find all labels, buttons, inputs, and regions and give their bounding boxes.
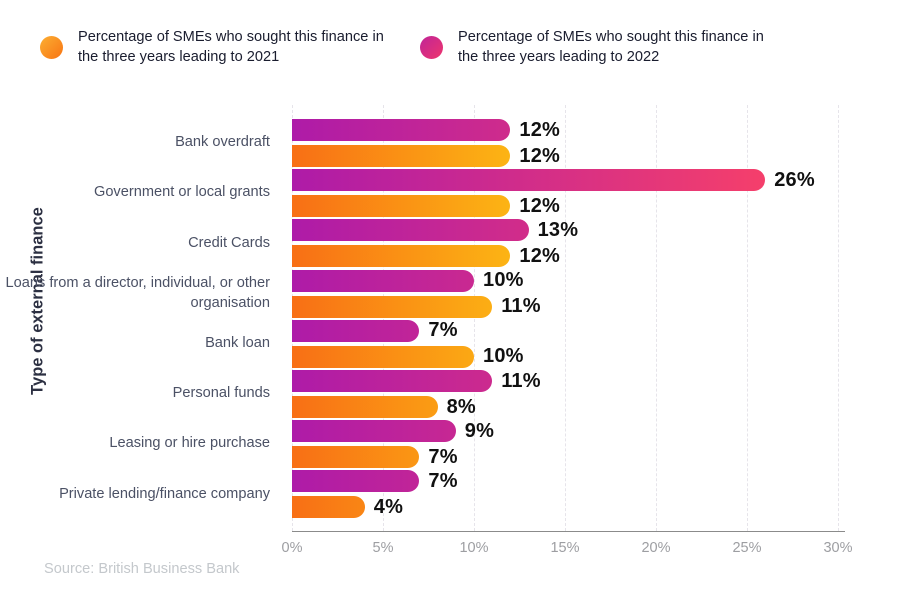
bar-line-2022: 9% xyxy=(292,419,900,443)
bar-value-label: 11% xyxy=(501,369,541,392)
gridline xyxy=(383,105,384,531)
category-row: Bank loan 7% 10% xyxy=(0,319,900,369)
legend-swatch-2021-icon xyxy=(40,35,63,59)
category-label: Private lending/finance company xyxy=(59,485,270,502)
legend: Percentage of SMEs who sought this finan… xyxy=(40,27,766,68)
x-tick-label: 0% xyxy=(281,540,303,556)
bar-line-2022: 13% xyxy=(292,218,900,242)
bar-value-label: 7% xyxy=(428,469,458,492)
bar-line-2022: 10% xyxy=(292,269,900,292)
source-note: Source: British Business Bank xyxy=(44,561,240,577)
bar-pair: 7% 4% xyxy=(292,469,900,519)
x-tick-label: 5% xyxy=(372,540,394,556)
bar-2021 xyxy=(292,446,420,469)
x-tick-label: 30% xyxy=(823,540,853,556)
bar-line-2022: 7% xyxy=(292,469,900,493)
bar-pair: 9% 7% xyxy=(292,419,900,469)
category-label: Leasing or hire purchase xyxy=(109,435,270,452)
bar-value-label: 26% xyxy=(774,168,815,191)
bar-line-2021: 12% xyxy=(292,244,900,268)
bar-pair: 12% 12% xyxy=(292,118,900,168)
bar-2022 xyxy=(292,319,420,342)
bar-value-label: 13% xyxy=(537,218,579,241)
category-label: Loans from a director, individual, or ot… xyxy=(5,274,270,311)
bar-line-2022: 12% xyxy=(292,118,900,142)
bar-line-2022: 7% xyxy=(292,319,900,342)
bar-pair: 11% 8% xyxy=(292,369,900,419)
category-row: Government or local grants 26% 12% xyxy=(0,168,900,218)
bar-value-label: 7% xyxy=(428,319,458,342)
bar-2022 xyxy=(292,420,456,443)
x-tick-label: 15% xyxy=(550,540,580,556)
bar-value-label: 12% xyxy=(519,118,561,141)
bar-2022 xyxy=(292,219,529,242)
bar-2021 xyxy=(292,145,511,168)
bar-value-label: 12% xyxy=(519,144,561,167)
bar-2022 xyxy=(292,119,511,142)
bar-line-2021: 10% xyxy=(292,345,900,368)
bar-pair: 26% 12% xyxy=(292,168,900,218)
bar-pair: 13% 12% xyxy=(292,218,900,268)
bar-value-label: 10% xyxy=(483,345,524,368)
bar-2021 xyxy=(292,195,511,218)
gridline xyxy=(292,105,293,531)
bar-value-label: 11% xyxy=(501,295,541,318)
bar-line-2021: 12% xyxy=(292,194,900,218)
category-label: Government or local grants xyxy=(93,184,270,201)
bar-2021 xyxy=(292,496,365,519)
bar-line-2021: 7% xyxy=(292,445,900,469)
category-row: Personal funds 11% 8% xyxy=(0,369,900,419)
plot-area: 0% 5% 10% 15% 20% 25% 30% xyxy=(282,103,853,556)
category-label: Bank overdraft xyxy=(175,134,270,151)
category-label: Credit Cards xyxy=(188,234,270,251)
legend-item-2021: Percentage of SMEs who sought this finan… xyxy=(40,27,386,68)
gridline xyxy=(747,105,748,531)
bar-pair: 7% 10% xyxy=(292,319,900,368)
bar-2021 xyxy=(292,345,474,368)
legend-item-2022: Percentage of SMEs who sought this finan… xyxy=(420,27,766,68)
bar-line-2022: 11% xyxy=(292,369,900,393)
bar-value-label: 12% xyxy=(519,244,561,267)
gridline xyxy=(656,105,657,531)
legend-label-2022: Percentage of SMEs who sought this finan… xyxy=(458,29,764,66)
bar-line-2021: 4% xyxy=(292,495,900,519)
bar-value-label: 12% xyxy=(519,194,561,217)
bar-line-2022: 26% xyxy=(292,168,900,192)
bar-2021 xyxy=(292,295,493,318)
bar-value-label: 4% xyxy=(373,495,404,518)
bar-2022 xyxy=(292,370,493,393)
gridline xyxy=(474,105,475,531)
bar-pair: 10% 11% xyxy=(292,269,900,318)
x-tick-label: 20% xyxy=(641,540,671,556)
gridline xyxy=(565,105,566,531)
category-label: Bank loan xyxy=(205,335,270,351)
bar-line-2021: 12% xyxy=(292,144,900,168)
bar-value-label: 8% xyxy=(446,395,476,418)
gridline xyxy=(838,105,839,531)
bar-line-2021: 11% xyxy=(292,295,900,318)
category-row: Leasing or hire purchase 9% 7% xyxy=(0,419,900,469)
category-row: Loans from a director, individual, or ot… xyxy=(0,269,900,319)
x-tick-label: 10% xyxy=(459,540,489,556)
bar-rows: Bank overdraft 12% 12% Government or local … xyxy=(0,103,900,520)
bar-value-label: 7% xyxy=(428,445,458,468)
bar-value-label: 9% xyxy=(464,419,495,442)
category-row: Bank overdraft 12% 12% xyxy=(0,118,900,168)
x-tick-label: 25% xyxy=(732,540,762,556)
legend-label-2021: Percentage of SMEs who sought this finan… xyxy=(78,29,384,66)
bar-2022 xyxy=(292,169,766,192)
category-row: Credit Cards 13% 12% xyxy=(0,218,900,268)
bar-value-label: 10% xyxy=(483,269,524,292)
category-row: Private lending/finance company 7% 4% xyxy=(0,469,900,519)
bar-line-2021: 8% xyxy=(292,395,900,419)
bar-2022 xyxy=(292,470,420,493)
bar-2021 xyxy=(292,396,438,419)
legend-swatch-2022-icon xyxy=(420,35,443,59)
category-label: Personal funds xyxy=(172,385,270,402)
bar-2021 xyxy=(292,245,511,268)
bar-2022 xyxy=(292,269,474,292)
